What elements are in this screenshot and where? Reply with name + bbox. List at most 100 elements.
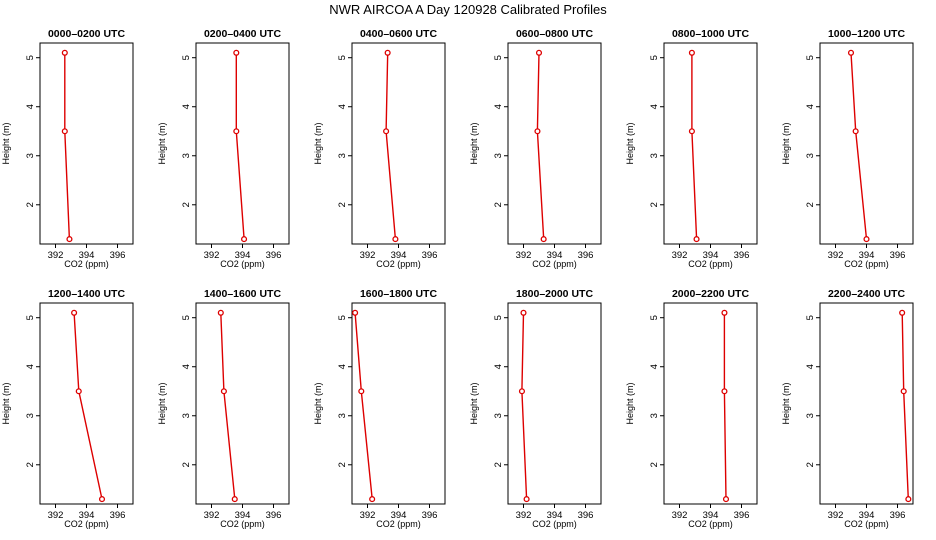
panel-2: 0400–0600 UTC 392 394 396 2 3 4 5 CO2 (ppm) Heigh… (313, 28, 446, 269)
y-tick-label: 2 (493, 462, 504, 467)
x-tick-label: 392 (204, 250, 220, 261)
profile-line (220, 312, 236, 500)
x-tick-label: 392 (360, 250, 376, 261)
y-axis-label: Height (m) (1, 382, 11, 424)
x-tick-label: 394 (547, 250, 563, 261)
panel-title: 1000–1200 UTC (828, 28, 905, 40)
data-point (358, 388, 365, 395)
y-axis-label: Height (m) (313, 382, 323, 424)
y-tick-label: 4 (493, 364, 504, 369)
profile-line (73, 312, 103, 500)
plot-frame (819, 42, 914, 245)
y-axis-label: Height (m) (469, 382, 479, 424)
y-tick-label: 5 (181, 55, 192, 60)
x-axis-label: CO2 (ppm) (688, 259, 733, 269)
data-point (241, 236, 248, 243)
x-tick-label: 396 (890, 250, 906, 261)
plot-frame (351, 42, 446, 245)
y-tick-label: 4 (805, 104, 816, 109)
y-tick-label: 3 (25, 153, 36, 158)
plot-frame (663, 42, 758, 245)
data-point (217, 309, 224, 316)
y-tick-label: 2 (25, 462, 36, 467)
panel-title: 1400–1600 UTC (204, 288, 281, 300)
y-tick-label: 3 (337, 153, 348, 158)
panel-title: 0400–0600 UTC (360, 28, 437, 40)
y-tick-label: 3 (805, 153, 816, 158)
y-axis-label: Height (m) (781, 382, 791, 424)
profile-line (901, 312, 909, 500)
y-tick-label: 3 (649, 413, 660, 418)
x-tick-label: 396 (734, 250, 750, 261)
panel-3: 0600–0800 UTC 392 394 396 2 3 4 5 CO2 (ppm) Heigh… (469, 28, 602, 269)
panel-10: 2000–2200 UTC 392 394 396 2 3 4 5 CO2 (ppm) Heigh… (625, 288, 758, 529)
data-point (231, 496, 238, 503)
plot-frame (351, 302, 446, 505)
x-tick-label: 394 (703, 250, 719, 261)
data-point (722, 496, 730, 503)
y-tick-label: 5 (649, 55, 660, 60)
x-axis-label: CO2 (ppm) (376, 519, 421, 529)
y-tick-label: 5 (805, 315, 816, 320)
profile-line (235, 52, 245, 240)
x-tick-label: 396 (578, 510, 594, 521)
y-tick-label: 3 (25, 413, 36, 418)
data-point (233, 128, 240, 135)
y-tick-label: 2 (493, 202, 504, 207)
panel-5: 1000–1200 UTC 392 394 396 2 3 4 5 CO2 (ppm) Heigh… (781, 28, 914, 269)
y-tick-label: 5 (337, 315, 348, 320)
x-axis-label: CO2 (ppm) (532, 519, 577, 529)
y-axis-label: Height (m) (625, 122, 635, 164)
x-tick-label: 394 (391, 510, 407, 521)
y-tick-label: 4 (337, 104, 348, 109)
data-point (61, 49, 68, 56)
x-tick-label: 392 (672, 510, 688, 521)
y-tick-label: 4 (649, 104, 660, 109)
data-point (523, 496, 530, 503)
y-axis-label: Height (m) (781, 122, 791, 164)
y-tick-label: 3 (493, 413, 504, 418)
panel-title: 1200–1400 UTC (48, 288, 125, 300)
x-tick-label: 392 (516, 250, 532, 261)
x-tick-label: 392 (828, 510, 844, 521)
y-tick-label: 2 (649, 202, 660, 207)
data-point (220, 388, 227, 395)
x-tick-label: 392 (360, 510, 376, 521)
panel-title: 0000–0200 UTC (48, 28, 125, 40)
y-tick-label: 4 (649, 364, 660, 369)
panel-title: 2000–2200 UTC (672, 288, 749, 300)
y-tick-label: 5 (337, 55, 348, 60)
data-point (518, 388, 525, 395)
y-tick-label: 5 (25, 315, 36, 320)
x-tick-label: 392 (828, 250, 844, 261)
panels-grid: 0000–0200 UTC 392 394 396 2 3 4 5 CO2 (ppm) Heigh… (1, 28, 914, 529)
x-axis-label: CO2 (ppm) (220, 259, 265, 269)
y-axis-label: Height (m) (313, 122, 323, 164)
data-point (61, 128, 68, 135)
data-point (535, 49, 543, 56)
data-point (847, 49, 855, 56)
x-axis-label: CO2 (ppm) (688, 519, 733, 529)
y-tick-label: 2 (649, 462, 660, 467)
x-tick-label: 392 (48, 510, 64, 521)
panel-6: 1200–1400 UTC 392 394 396 2 3 4 5 CO2 (ppm) Heigh… (1, 288, 134, 529)
x-tick-label: 396 (734, 510, 750, 521)
data-point (66, 236, 73, 243)
data-point (540, 236, 547, 243)
y-tick-label: 3 (181, 153, 192, 158)
x-tick-label: 394 (79, 510, 95, 521)
data-point (688, 49, 695, 56)
data-point (233, 49, 240, 56)
plot-frame (39, 302, 134, 505)
data-point (75, 388, 82, 395)
x-axis-label: CO2 (ppm) (376, 259, 421, 269)
x-tick-label: 392 (48, 250, 64, 261)
panel-title: 2200–2400 UTC (828, 288, 905, 300)
y-tick-label: 5 (181, 315, 192, 320)
panel-title: 0600–0800 UTC (516, 28, 593, 40)
x-tick-label: 396 (422, 250, 438, 261)
y-tick-label: 4 (181, 104, 192, 109)
panel-1: 0200–0400 UTC 392 394 396 2 3 4 5 CO2 (ppm) Heigh… (157, 28, 290, 269)
y-tick-label: 2 (337, 462, 348, 467)
y-tick-label: 4 (25, 364, 36, 369)
